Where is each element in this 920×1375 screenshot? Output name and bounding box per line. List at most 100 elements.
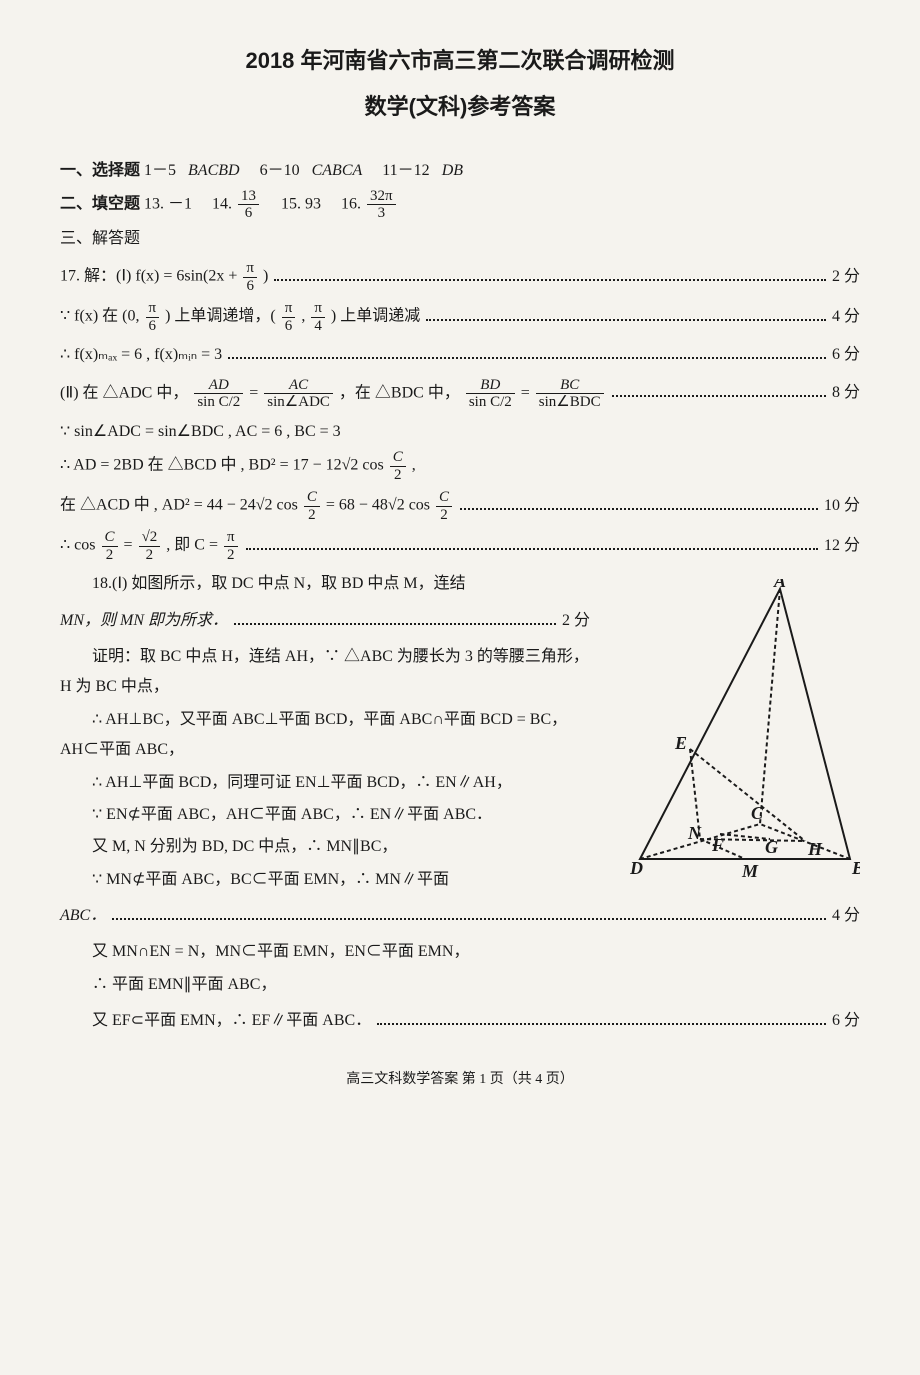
mc-ans-3: DB: [442, 162, 463, 179]
q17-l8-text: ∴ cos C2 = √22 , 即 C = π2: [60, 529, 240, 563]
score: 4 分: [832, 302, 860, 332]
dots: [228, 357, 826, 359]
title-line-1: 2018 年河南省六市高三第二次联合调研检测: [60, 40, 860, 82]
q17-l1: 17. 解：(Ⅰ) f(x) = 6sin(2x + π 6 ) 2 分: [60, 260, 860, 294]
dots: [426, 319, 826, 321]
q18-p9: ∴ 平面 EMN∥平面 ABC，: [60, 970, 860, 1000]
label-C: C: [751, 803, 764, 823]
frac-den: sin∠BDC: [536, 394, 604, 411]
text: =: [249, 384, 262, 401]
title-line-2: 数学(文科)参考答案: [60, 86, 860, 128]
frac-den: 2: [304, 507, 320, 524]
text: 又 EF⊂平面 EMN，∴ EF∥平面 ABC．: [60, 1006, 371, 1036]
text: ∴ f(x)ₘₐₓ = 6 , f(x)ₘᵢₙ = 3: [60, 340, 222, 370]
q18-p2: 证明：取 BC 中点 H，连结 AH，∵ △ABC 为腰长为 3 的等腰三角形，…: [60, 642, 590, 703]
q17-l4: (Ⅱ) 在 △ADC 中， ADsin C/2 = ACsin∠ADC ，在 △…: [60, 377, 860, 411]
q17-l2-text: ∵ f(x) 在 (0, π6 ) 上单调递增，( π6 , π4 ) 上单调递…: [60, 300, 420, 334]
dots: [460, 508, 818, 510]
q18-p7b: ABC． 4 分: [60, 901, 860, 931]
frac-den: sin C/2: [194, 394, 243, 411]
dots: [377, 1023, 826, 1025]
frac: π6: [282, 300, 296, 334]
frac: C2: [102, 529, 118, 563]
fb-q15-ans: 93: [305, 196, 321, 213]
q18-p5: ∵ EN⊄平面 ABC，AH⊂平面 ABC，∴ EN∥平面 ABC．: [60, 800, 590, 830]
text: ∴ AD = 2BD 在 △BCD 中 , BD² = 17 − 12√2 co…: [60, 457, 388, 474]
label-M: M: [741, 861, 759, 879]
text: , 即 C =: [166, 537, 222, 554]
q17-l6: ∴ AD = 2BD 在 △BCD 中 , BD² = 17 − 12√2 co…: [60, 449, 860, 483]
text: ，在 △BDC 中，: [339, 384, 460, 401]
text: (Ⅱ) 在 △ADC 中，: [60, 384, 188, 401]
frac-den: 6: [243, 278, 257, 295]
q18-p1b: MN，则 MN 即为所求． 2 分: [60, 606, 590, 636]
frac-num: C: [102, 529, 118, 547]
sa-label: 三、解答题: [60, 224, 860, 254]
label-D: D: [630, 858, 643, 878]
frac-pi6: π 6: [243, 260, 257, 294]
frac-num: √2: [139, 529, 161, 547]
mc-range-3: 11－12: [382, 162, 429, 179]
q17-l7-text: 在 △ACD 中 , AD² = 44 − 24√2 cos C2 = 68 −…: [60, 489, 454, 523]
text: ABC．: [60, 901, 106, 931]
mc-line: 一、选择题 1－5 BACBD 6－10 CABCA 11－12 DB: [60, 156, 860, 186]
frac-num: π: [146, 300, 160, 318]
q17-tail1: ): [263, 268, 268, 285]
label-B: B: [851, 858, 860, 878]
text: ∴ cos: [60, 537, 100, 554]
frac-den: 6: [146, 318, 160, 335]
frac: π6: [146, 300, 160, 334]
mc-range-1: 1－5: [144, 162, 176, 179]
frac-num: π: [282, 300, 296, 318]
text: ) 上单调递减: [331, 308, 420, 325]
dots: [274, 279, 826, 281]
frac-num: 32π: [367, 188, 396, 206]
mc-label: 一、选择题: [60, 162, 140, 179]
mc-ans-2: CABCA: [312, 162, 363, 179]
text: = 68 − 48√2 cos: [326, 497, 434, 514]
fb-q14-frac: 13 6: [238, 188, 259, 222]
label-H: H: [807, 839, 823, 859]
mc-ans-1: BACBD: [188, 162, 240, 179]
q18-p8: 又 MN∩EN = N，MN⊂平面 EMN，EN⊂平面 EMN，: [60, 937, 860, 967]
dots: [234, 623, 556, 625]
frac-den: 4: [311, 318, 325, 335]
frac: BDsin C/2: [466, 377, 515, 411]
q17-l3: ∴ f(x)ₘₐₓ = 6 , f(x)ₘᵢₙ = 3 6 分: [60, 340, 860, 370]
text: MN，则 MN 即为所求．: [60, 606, 228, 636]
frac-den: 2: [102, 547, 118, 564]
frac-den: 2: [224, 547, 238, 564]
q17-head: 17. 解：(Ⅰ) f(x) = 6sin(2x +: [60, 268, 241, 285]
frac-den: 2: [390, 467, 406, 484]
frac-num: C: [436, 489, 452, 507]
q17-l7: 在 △ACD 中 , AD² = 44 − 24√2 cos C2 = 68 −…: [60, 489, 860, 523]
score: 2 分: [562, 606, 590, 636]
frac: C2: [304, 489, 320, 523]
q18-p10: 又 EF⊂平面 EMN，∴ EF∥平面 ABC． 6 分: [60, 1006, 860, 1036]
q18-p1a: 18.(Ⅰ) 如图所示，取 DC 中点 N，取 BD 中点 M，连结: [60, 569, 590, 599]
frac-den: 2: [436, 507, 452, 524]
label-A: A: [773, 579, 786, 591]
frac: π2: [224, 529, 238, 563]
frac-num: C: [304, 489, 320, 507]
tetrahedron-icon: A B D E C N M F G H: [630, 579, 860, 879]
frac-num: π: [311, 300, 325, 318]
text: ,: [412, 457, 416, 474]
q18-p4: ∴ AH⊥平面 BCD，同理可证 EN⊥平面 BCD，∴ EN∥AH，: [60, 768, 590, 798]
frac: π4: [311, 300, 325, 334]
dots: [246, 548, 818, 550]
score: 10 分: [824, 491, 860, 521]
text: ∵ f(x) 在 (0,: [60, 308, 144, 325]
q18-wrap: 18.(Ⅰ) 如图所示，取 DC 中点 N，取 BD 中点 M，连结 MN，则 …: [60, 569, 860, 895]
fb-q14-label: 14.: [212, 196, 232, 213]
frac: C2: [436, 489, 452, 523]
frac-num: C: [390, 449, 406, 467]
frac-den: 6: [238, 205, 259, 222]
fb-label: 二、填空题: [60, 196, 140, 213]
text: 在 △ACD 中 , AD² = 44 − 24√2 cos: [60, 497, 302, 514]
label-G: G: [765, 837, 778, 857]
mc-range-2: 6－10: [260, 162, 300, 179]
frac-num: π: [243, 260, 257, 278]
frac: BCsin∠BDC: [536, 377, 604, 411]
score: 6 分: [832, 340, 860, 370]
